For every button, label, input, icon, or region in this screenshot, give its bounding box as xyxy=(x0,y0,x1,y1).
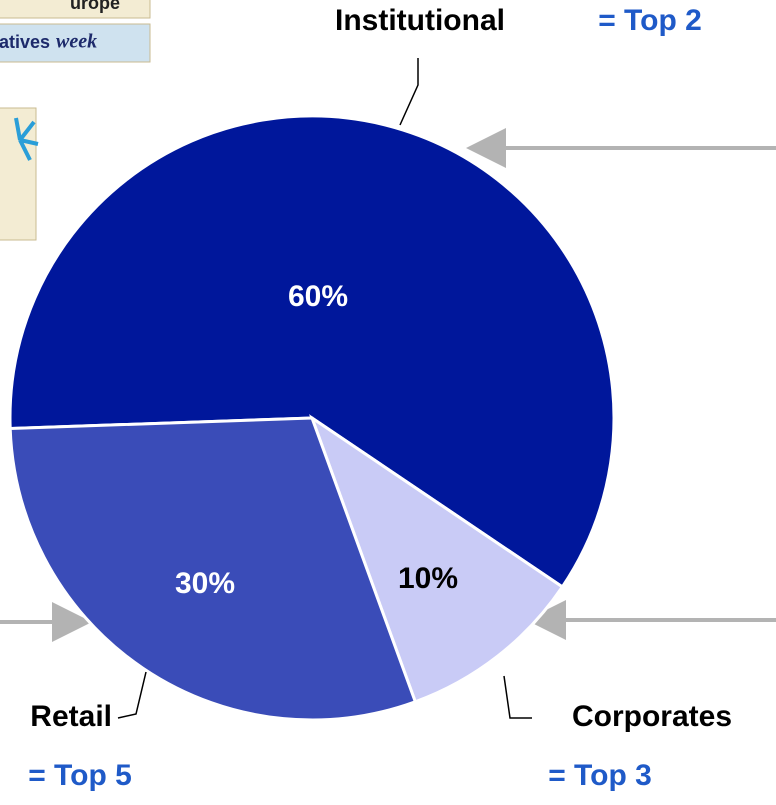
leader-line xyxy=(503,675,532,719)
category-label: Corporates xyxy=(572,700,732,733)
value-label: 60% xyxy=(288,280,348,313)
logo: urope atives week xyxy=(0,0,151,241)
rank-label: = Top 2 xyxy=(598,4,702,37)
category-label: Retail xyxy=(30,700,112,733)
category-label: Institutional xyxy=(335,4,505,37)
pie-slice xyxy=(8,416,418,722)
leader-line xyxy=(117,671,147,719)
logo-icon xyxy=(14,117,39,161)
leader-line xyxy=(399,58,419,126)
value-label: 30% xyxy=(175,567,235,600)
value-label: 10% xyxy=(398,562,458,595)
rank-label: = Top 3 xyxy=(548,759,652,792)
logo-box xyxy=(0,0,151,19)
logo-text: urope xyxy=(70,0,120,13)
pie-slice xyxy=(309,414,565,704)
logo-text: week xyxy=(56,31,97,53)
logo-text: atives xyxy=(0,32,50,52)
rank-label: = Top 5 xyxy=(28,759,132,792)
pie-slice xyxy=(8,114,616,589)
logo-box xyxy=(0,23,151,63)
